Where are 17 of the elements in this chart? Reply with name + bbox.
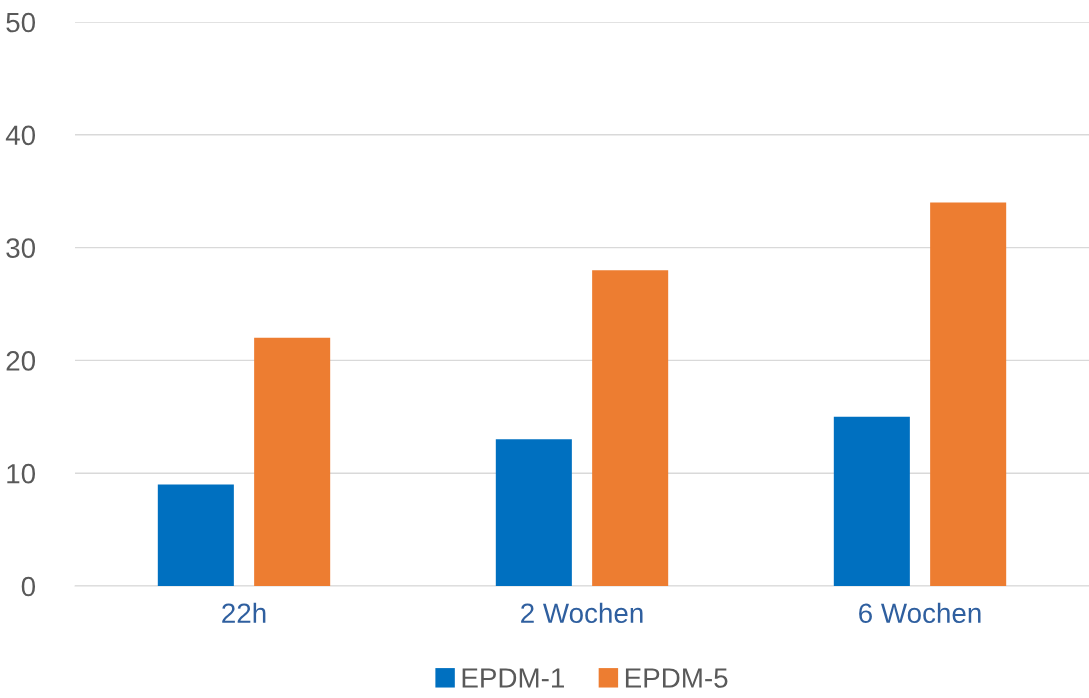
y-tick-label: 20 — [6, 351, 36, 371]
x-tick-label: 6 Wochen — [859, 602, 981, 624]
y-tick-label: 50 — [6, 12, 36, 33]
bar — [157, 484, 234, 586]
bar — [254, 337, 331, 586]
x-tick-label: 22h — [222, 602, 266, 623]
bar — [930, 202, 1007, 586]
legend-label: EPDM-1 — [462, 668, 564, 688]
y-tick-label: 30 — [6, 238, 36, 258]
bar — [495, 439, 572, 586]
bar — [833, 416, 910, 586]
y-tick-label: 10 — [7, 463, 36, 484]
legend-label: EPDM-5 — [625, 668, 728, 688]
y-tick-label: 40 — [5, 125, 36, 146]
bar — [592, 270, 669, 586]
x-tick-label: 2 Wochen — [521, 602, 643, 624]
y-tick-label: 0 — [21, 576, 36, 597]
